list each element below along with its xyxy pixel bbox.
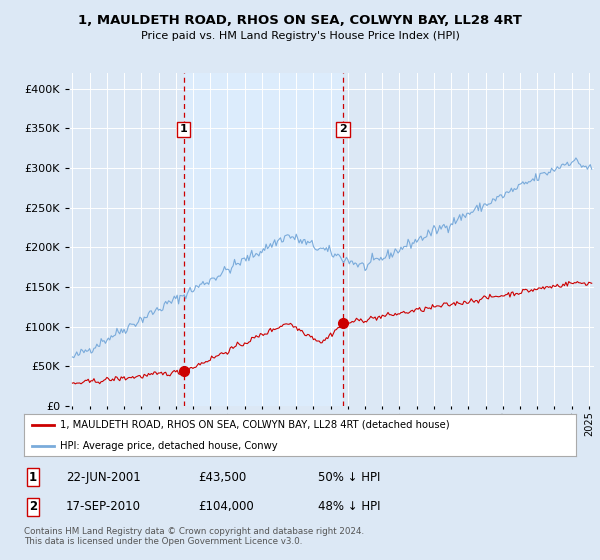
Text: 2: 2: [339, 124, 347, 134]
Text: Price paid vs. HM Land Registry's House Price Index (HPI): Price paid vs. HM Land Registry's House …: [140, 31, 460, 41]
Text: 48% ↓ HPI: 48% ↓ HPI: [318, 500, 380, 514]
Text: £43,500: £43,500: [198, 470, 246, 484]
Text: 1: 1: [180, 124, 188, 134]
Text: 50% ↓ HPI: 50% ↓ HPI: [318, 470, 380, 484]
Text: 17-SEP-2010: 17-SEP-2010: [66, 500, 141, 514]
Text: Contains HM Land Registry data © Crown copyright and database right 2024.
This d: Contains HM Land Registry data © Crown c…: [24, 526, 364, 546]
Text: 1: 1: [29, 470, 37, 484]
Text: 2: 2: [29, 500, 37, 514]
Text: 22-JUN-2001: 22-JUN-2001: [66, 470, 141, 484]
Text: 1, MAULDETH ROAD, RHOS ON SEA, COLWYN BAY, LL28 4RT (detached house): 1, MAULDETH ROAD, RHOS ON SEA, COLWYN BA…: [60, 420, 449, 430]
Text: 1, MAULDETH ROAD, RHOS ON SEA, COLWYN BAY, LL28 4RT: 1, MAULDETH ROAD, RHOS ON SEA, COLWYN BA…: [78, 14, 522, 27]
Text: £104,000: £104,000: [198, 500, 254, 514]
Bar: [184, 73, 343, 406]
Text: HPI: Average price, detached house, Conwy: HPI: Average price, detached house, Conw…: [60, 441, 278, 451]
